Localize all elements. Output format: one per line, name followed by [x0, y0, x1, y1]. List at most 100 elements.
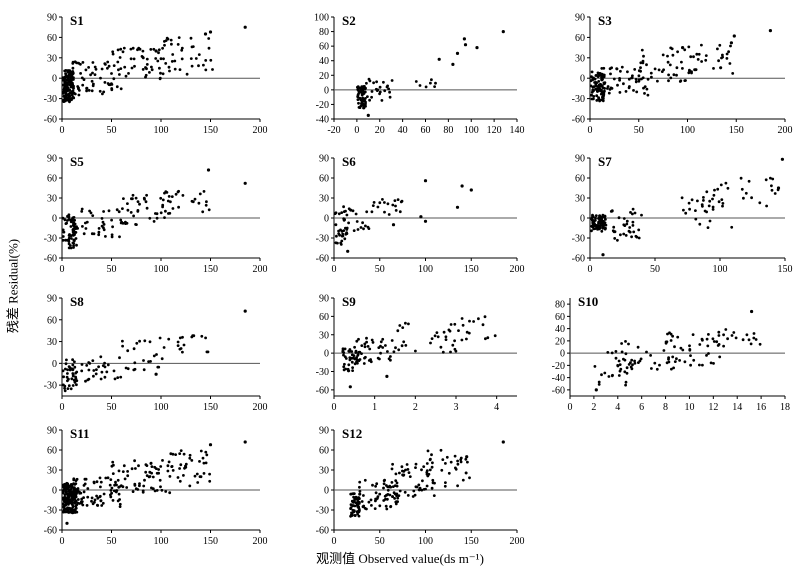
- data-point: [355, 339, 359, 343]
- data-point: [115, 208, 119, 212]
- data-point: [698, 222, 702, 226]
- data-point: [633, 361, 637, 365]
- data-point: [71, 372, 75, 375]
- data-point: [341, 347, 345, 351]
- data-point: [392, 350, 396, 354]
- data-point: [67, 99, 70, 102]
- data-point: [400, 344, 404, 348]
- data-point: [603, 81, 607, 84]
- data-point: [97, 365, 100, 369]
- data-point: [99, 480, 103, 484]
- data-point: [93, 500, 96, 504]
- data-point: [74, 227, 78, 231]
- data-point: [145, 57, 149, 61]
- data-point: [88, 362, 92, 365]
- data-point: [614, 350, 618, 353]
- y-tick-label: -60: [44, 115, 57, 126]
- data-point: [451, 343, 455, 347]
- data-point: [628, 226, 632, 229]
- data-point: [106, 60, 110, 64]
- y-tick-label: 30: [319, 466, 329, 477]
- data-point: [206, 168, 211, 172]
- data-point: [590, 97, 594, 101]
- data-point: [643, 92, 646, 95]
- data-point: [770, 184, 773, 188]
- data-point: [110, 486, 114, 490]
- data-point: [74, 482, 78, 485]
- data-point: [72, 244, 75, 248]
- data-point: [178, 452, 182, 455]
- data-point: [627, 342, 630, 346]
- data-point: [669, 76, 673, 80]
- data-point: [202, 190, 206, 193]
- data-point: [72, 221, 76, 225]
- data-point: [107, 83, 111, 86]
- data-point: [356, 88, 360, 91]
- x-tick-label: 150: [203, 264, 218, 275]
- y-tick-label: 90: [575, 13, 585, 24]
- data-point: [694, 217, 698, 221]
- data-point: [484, 337, 487, 341]
- data-point: [71, 89, 75, 93]
- data-point: [103, 375, 107, 379]
- data-point: [453, 454, 457, 458]
- data-point: [124, 74, 128, 78]
- data-point: [66, 510, 70, 514]
- data-point: [243, 25, 247, 29]
- data-point: [376, 205, 380, 209]
- data-point: [462, 37, 466, 41]
- data-point: [680, 196, 684, 200]
- data-point: [153, 489, 157, 493]
- data-point: [705, 354, 708, 357]
- data-point: [111, 499, 115, 502]
- data-point: [68, 490, 71, 494]
- data-point: [362, 106, 365, 110]
- data-point: [639, 61, 643, 65]
- data-point: [631, 220, 635, 224]
- data-point: [131, 46, 135, 50]
- y-tick-label: 0: [52, 486, 57, 497]
- data-point: [66, 508, 70, 512]
- data-point: [123, 65, 127, 69]
- x-tick-label: 0: [332, 264, 337, 275]
- data-point: [138, 339, 142, 343]
- x-tick-label: 80: [443, 125, 453, 136]
- data-point: [118, 502, 122, 506]
- data-point: [449, 460, 453, 464]
- data-point: [702, 196, 705, 199]
- data-point: [190, 64, 194, 68]
- data-point: [619, 69, 622, 73]
- data-point: [154, 467, 158, 470]
- data-point: [157, 48, 161, 52]
- data-point: [630, 235, 633, 239]
- data-point: [116, 499, 120, 503]
- data-point: [675, 73, 678, 77]
- data-point: [603, 371, 607, 375]
- data-point: [101, 92, 104, 96]
- data-point: [119, 47, 123, 51]
- data-point: [614, 356, 618, 360]
- data-point: [162, 57, 165, 61]
- x-tick-label: 200: [510, 536, 525, 547]
- data-point: [679, 346, 683, 350]
- data-point: [393, 199, 397, 203]
- data-point: [624, 352, 628, 356]
- data-point: [197, 201, 201, 205]
- data-point: [98, 495, 102, 499]
- data-point: [119, 218, 123, 222]
- data-point: [620, 342, 623, 345]
- x-tick-label: 50: [634, 125, 644, 136]
- data-point: [142, 359, 145, 362]
- data-point: [86, 495, 90, 499]
- data-point: [637, 74, 641, 78]
- y-tick-label: 60: [47, 446, 57, 457]
- data-point: [389, 485, 393, 489]
- data-point: [121, 50, 125, 54]
- data-point: [167, 65, 171, 69]
- data-point: [683, 79, 687, 82]
- data-point: [160, 488, 164, 492]
- data-point: [597, 383, 601, 386]
- data-point: [657, 68, 661, 72]
- data-point: [391, 223, 396, 227]
- data-point: [76, 489, 80, 493]
